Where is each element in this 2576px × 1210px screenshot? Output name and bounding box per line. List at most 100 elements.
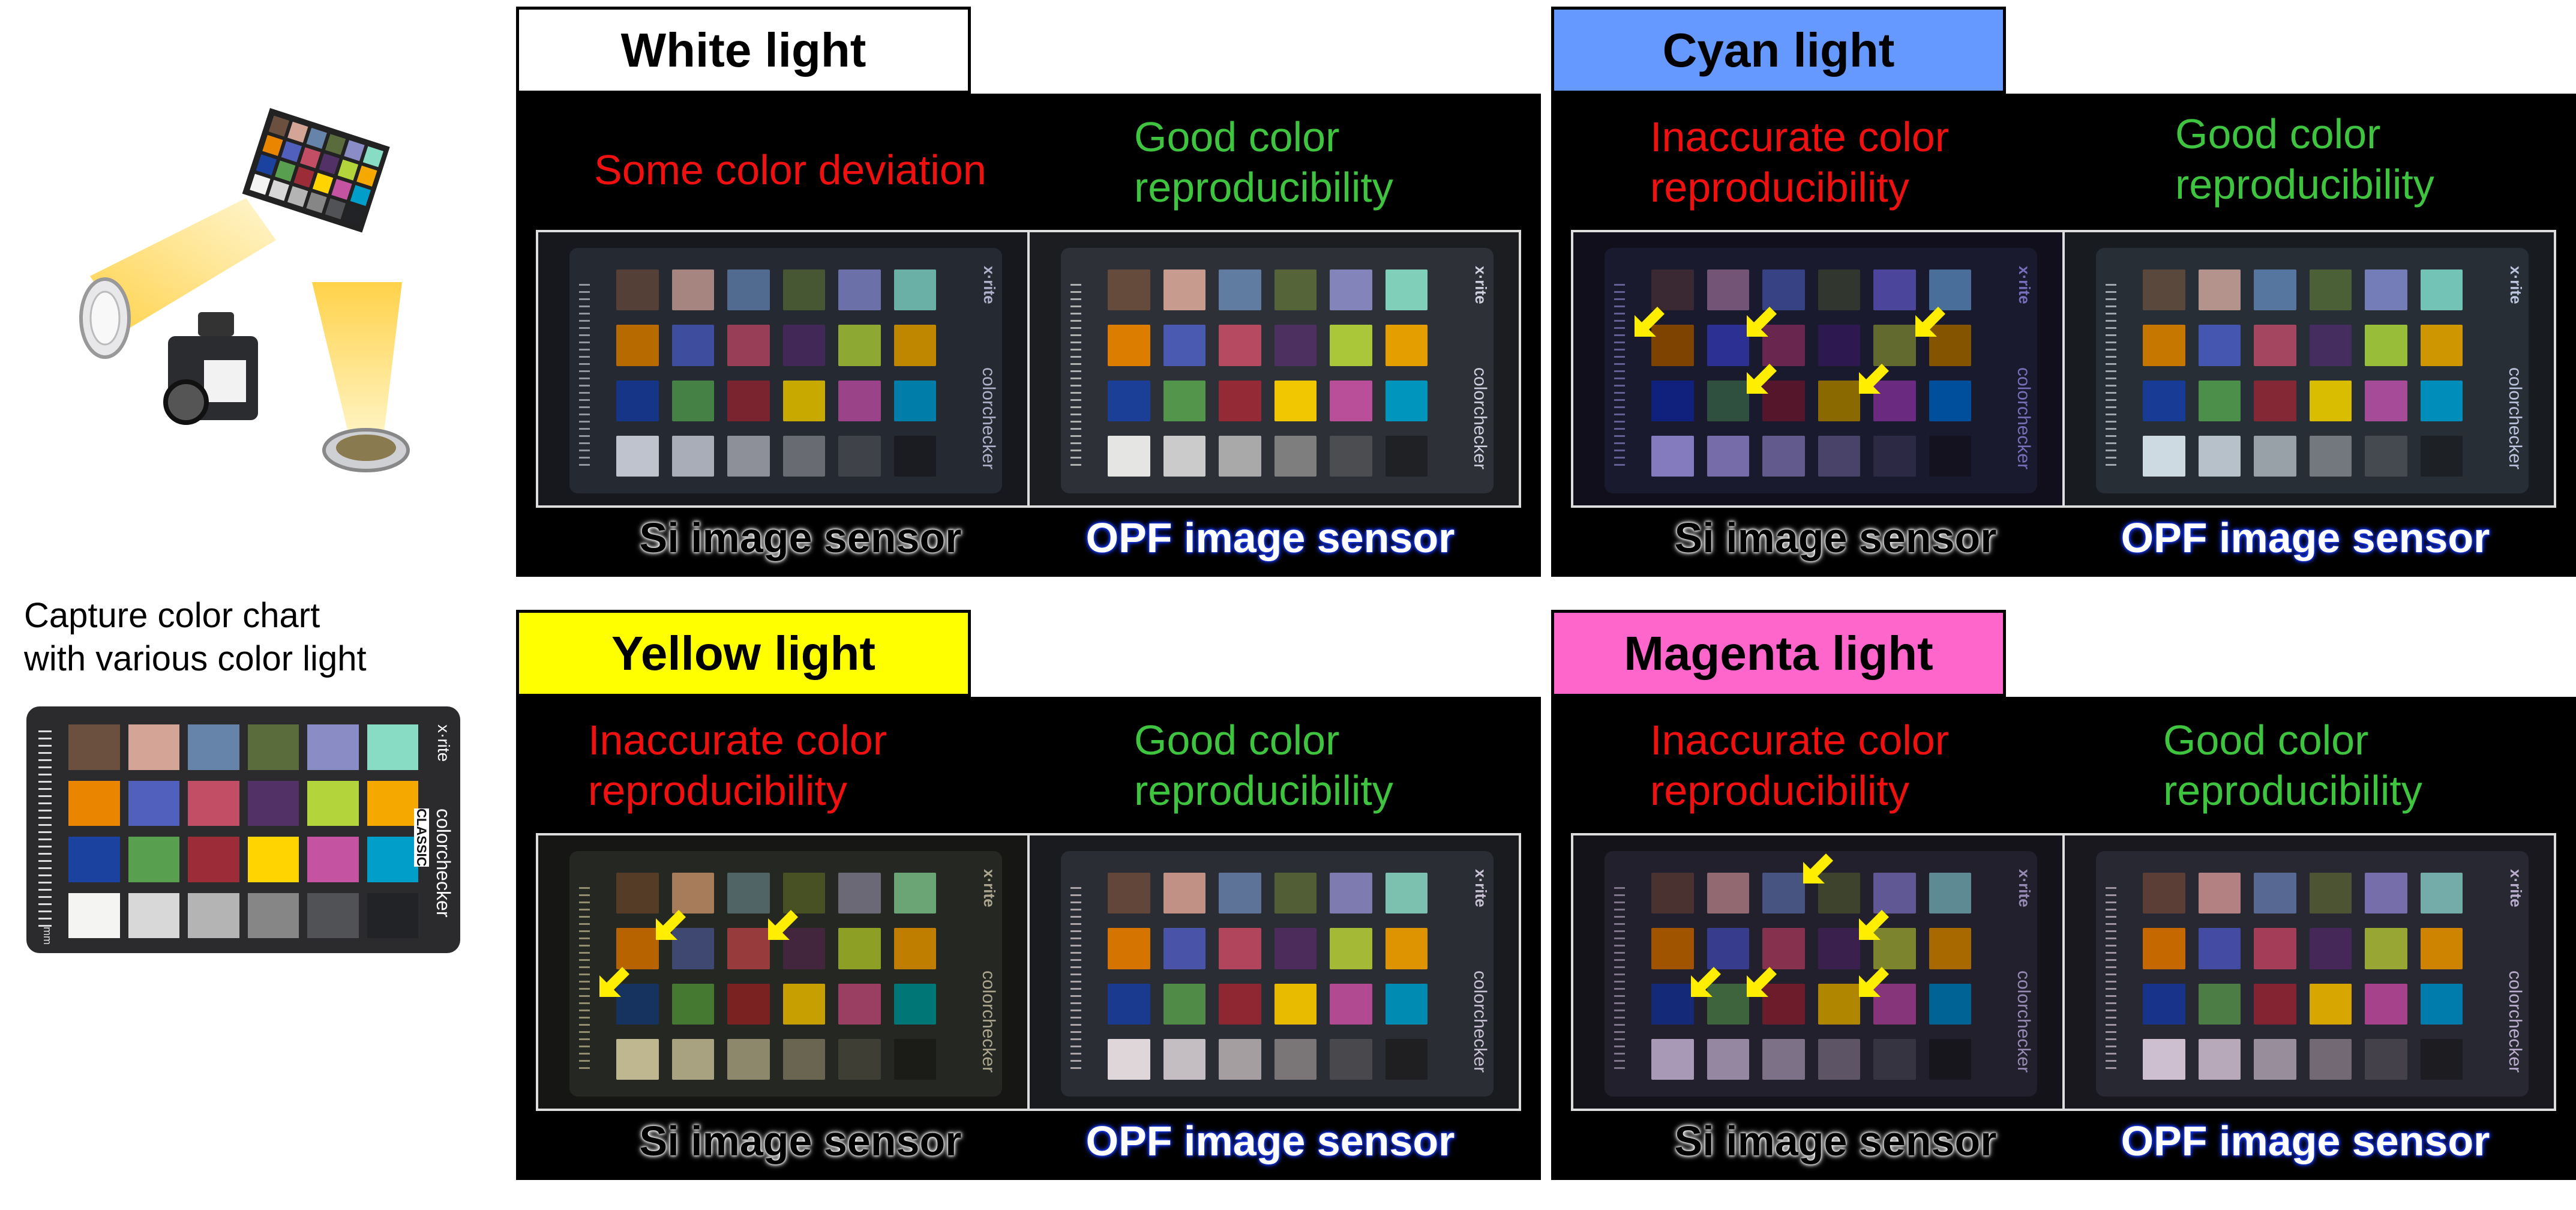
color-patch [2420, 435, 2463, 477]
si-sensor-label: Si image sensor [1674, 514, 1997, 561]
color-patch [2309, 928, 2352, 969]
color-patch [287, 121, 308, 143]
color-patch [1163, 380, 1205, 421]
color-patch [1219, 873, 1261, 914]
colorchecker-logo-text: colorchecker [1470, 970, 1490, 1073]
color-patch [1651, 873, 1694, 914]
colorchecker-logo-text: colorchecker [1470, 367, 1490, 469]
colorchecker-logo-text: colorchecker [979, 970, 998, 1073]
color-patch [312, 172, 334, 194]
color-patch [68, 837, 120, 882]
color-patch [1108, 435, 1150, 477]
opf-sensor-label: OPF image sensor [1085, 1118, 1455, 1164]
color-patch [1873, 269, 1916, 311]
color-patch [2198, 325, 2241, 366]
color-patch [2198, 435, 2241, 477]
color-patch [1707, 380, 1749, 421]
color-patch [1707, 873, 1749, 914]
color-patch [616, 325, 659, 366]
opf-sensor-image: x·rite colorchecker [2062, 232, 2554, 505]
color-patch [250, 173, 271, 195]
color-chart-card: x·rite colorchecker [569, 851, 1002, 1097]
color-patch [362, 146, 384, 167]
color-patch [782, 1038, 825, 1080]
color-patch [1707, 325, 1749, 366]
color-patch [1274, 928, 1317, 969]
si-sensor-label: Si image sensor [639, 1118, 962, 1164]
color-patch [2309, 380, 2352, 421]
color-patch [307, 780, 359, 826]
color-patch [1818, 435, 1860, 477]
color-chart-card: x·rite colorchecker [2096, 851, 2529, 1097]
color-patch [893, 269, 936, 311]
color-patch [727, 928, 770, 969]
xrite-logo-text: x·rite [2016, 869, 2034, 908]
color-patch [2198, 380, 2241, 421]
color-patch [1330, 928, 1372, 969]
color-patch [1330, 983, 1372, 1025]
ruler [579, 284, 590, 469]
color-patch [2420, 928, 2463, 969]
xrite-logo-text: x·rite [1472, 869, 1490, 908]
deviation-arrow-icon [1914, 302, 1950, 338]
xrite-logo-text: x·rite [2507, 869, 2525, 908]
color-patch [188, 892, 239, 938]
color-patch [1818, 1038, 1860, 1080]
panel-title-white: White light [516, 7, 971, 94]
color-patch [1219, 269, 1261, 311]
color-patch [838, 928, 881, 969]
color-patch [1873, 435, 1916, 477]
color-patch [893, 928, 936, 969]
deviation-arrow-icon [767, 905, 803, 941]
color-patch [1651, 928, 1694, 969]
si-comment: Inaccurate color reproducibility [1650, 717, 1950, 814]
color-chart-card: x·rite colorchecker [1605, 851, 2037, 1097]
color-patch [287, 186, 308, 207]
color-patch [2309, 983, 2352, 1025]
deviation-arrow-icon [1858, 359, 1894, 395]
color-patch [1385, 873, 1428, 914]
color-patch [68, 892, 120, 938]
ruler [38, 730, 52, 929]
comparison-images: x·rite colorchecker x·rite colorchecker [536, 833, 1521, 1111]
color-patch [1818, 928, 1860, 969]
color-patch [1929, 435, 1971, 477]
color-patch [2254, 380, 2296, 421]
color-patch [188, 724, 239, 770]
ruler-unit: mm [41, 927, 53, 945]
colorchecker-logo-text: colorchecker [2014, 367, 2034, 469]
color-patch [307, 892, 359, 938]
opf-sensor-image: x·rite colorchecker [2062, 835, 2554, 1109]
si-sensor-image: x·rite colorchecker [1573, 835, 2062, 1109]
color-patch [2198, 928, 2241, 969]
color-patch [356, 165, 377, 187]
color-patch [2365, 325, 2407, 366]
color-patch [671, 983, 714, 1025]
color-patch [616, 380, 659, 421]
color-patch [1274, 435, 1317, 477]
colorchecker-logo-text: colorchecker [2505, 970, 2525, 1073]
color-patch [275, 160, 296, 182]
color-patch [893, 983, 936, 1025]
color-patch [307, 724, 359, 770]
color-patch [2198, 269, 2241, 311]
color-patch [1929, 380, 1971, 421]
si-sensor-label: Si image sensor [639, 514, 962, 561]
color-patch [1873, 1038, 1916, 1080]
xrite-logo-text: x·rite [434, 724, 453, 762]
color-patch [281, 141, 302, 163]
color-patch [2309, 435, 2352, 477]
color-patch [1818, 380, 1860, 421]
color-patch [2143, 435, 2185, 477]
color-patch [2198, 873, 2241, 914]
color-patch [2365, 269, 2407, 311]
color-patch [1762, 435, 1805, 477]
color-patch [1108, 380, 1150, 421]
color-patch [1274, 325, 1317, 366]
ruler [2106, 887, 2116, 1073]
color-patch [2365, 873, 2407, 914]
deviation-arrow-icon [1858, 962, 1894, 998]
color-patch [188, 780, 239, 826]
color-patch [1219, 1038, 1261, 1080]
color-patch [671, 325, 714, 366]
